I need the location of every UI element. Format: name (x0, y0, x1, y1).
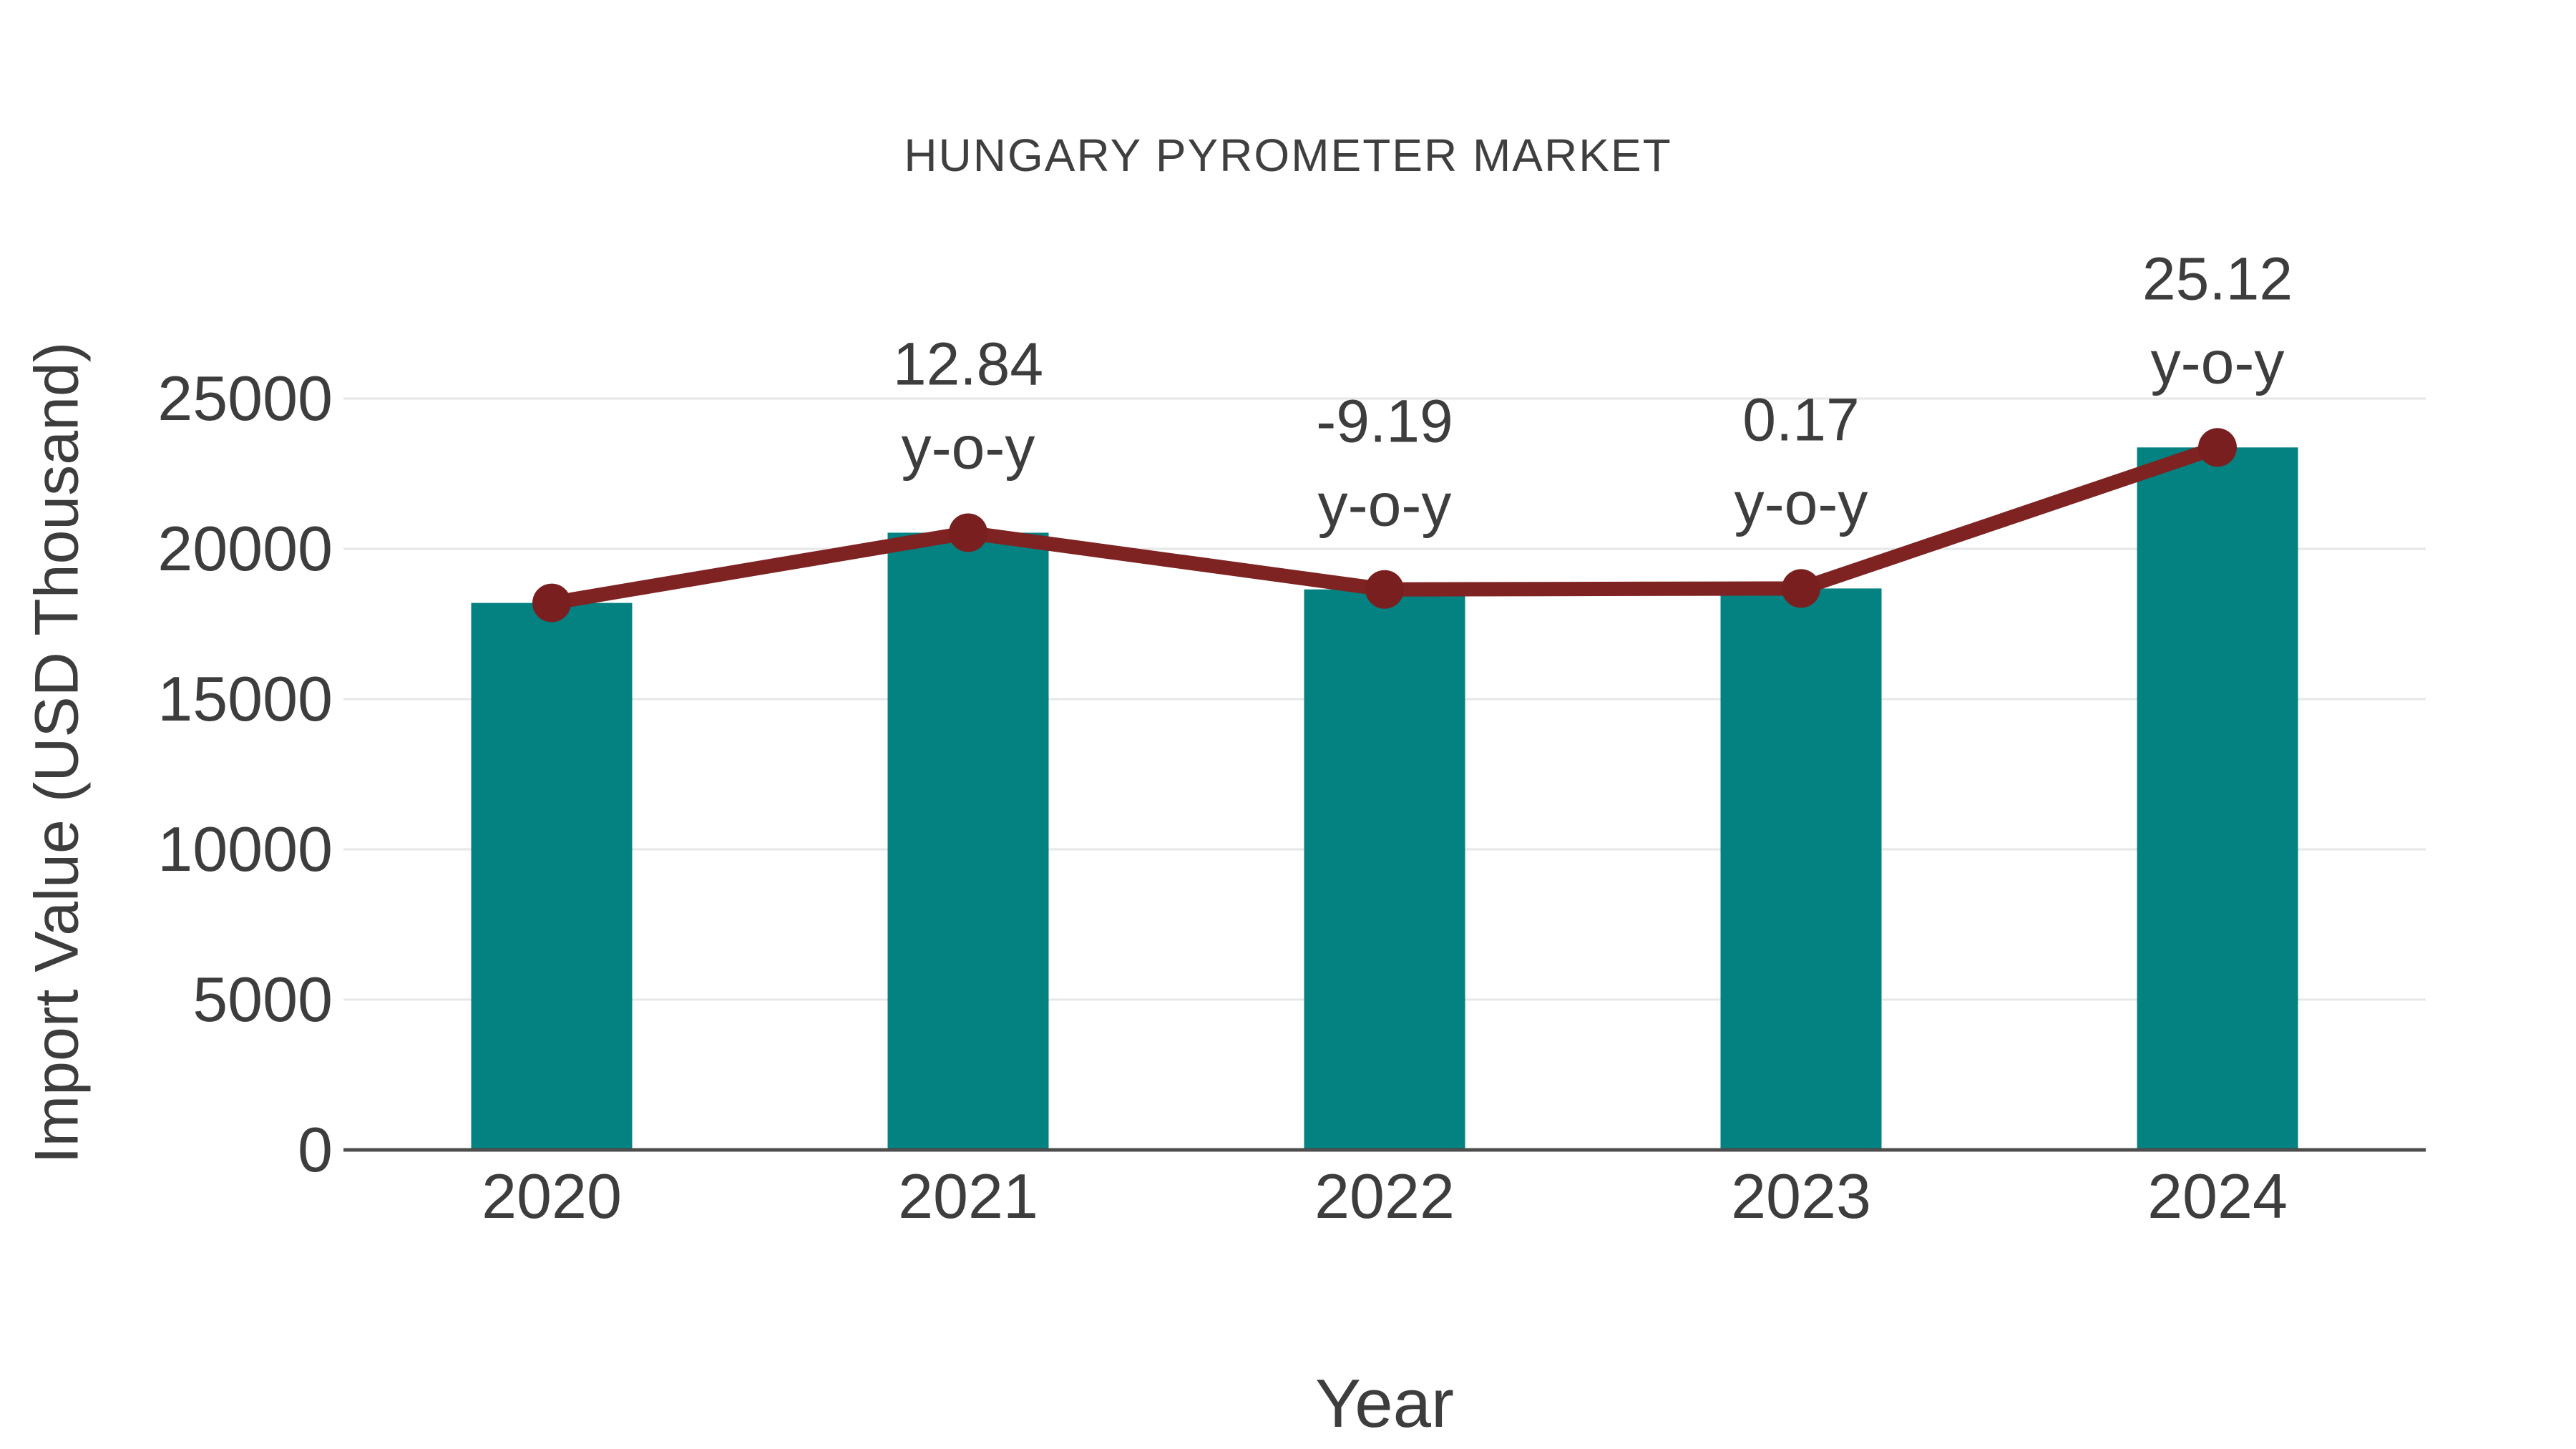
bar-2020 (471, 602, 633, 1150)
marker-2021 (949, 513, 987, 552)
marker-2020 (532, 583, 571, 623)
bar-2023 (1720, 588, 1882, 1150)
y-tick-0: 0 (298, 1114, 333, 1185)
annotation-2022-label: y-o-y (1317, 471, 1452, 539)
marker-2024 (2198, 428, 2237, 467)
y-tick-10000: 10000 (157, 814, 333, 884)
bar-2024 (2137, 447, 2298, 1150)
chart-title: HUNGARY PYROMETER MARKET (904, 130, 1672, 181)
annotation-2021-value: 12.84 (892, 330, 1044, 398)
annotation-2024-label: y-o-y (2150, 328, 2285, 396)
y-tick-20000: 20000 (157, 513, 333, 584)
annotation-2023-value: 0.17 (1742, 386, 1860, 454)
x-tick-2021: 2021 (898, 1161, 1038, 1231)
marker-2023 (1782, 569, 1820, 608)
x-tick-2024: 2024 (2147, 1161, 2288, 1231)
annotation-2021-label: y-o-y (901, 414, 1035, 482)
y-tick-15000: 15000 (157, 663, 333, 734)
x-tick-2022: 2022 (1314, 1161, 1455, 1231)
x-tick-2023: 2023 (1731, 1161, 1871, 1231)
y-tick-25000: 25000 (157, 363, 333, 434)
annotation-2023-label: y-o-y (1734, 469, 1868, 537)
bar-2022 (1304, 589, 1465, 1150)
annotation-2022-value: -9.19 (1316, 387, 1453, 455)
x-tick-2020: 2020 (482, 1161, 622, 1231)
y-tick-5000: 5000 (192, 964, 333, 1035)
x-axis-title: Year (1315, 1365, 1454, 1442)
bar-2021 (887, 532, 1049, 1150)
annotation-2024-value: 25.12 (2142, 245, 2293, 313)
marker-2022 (1365, 570, 1404, 609)
